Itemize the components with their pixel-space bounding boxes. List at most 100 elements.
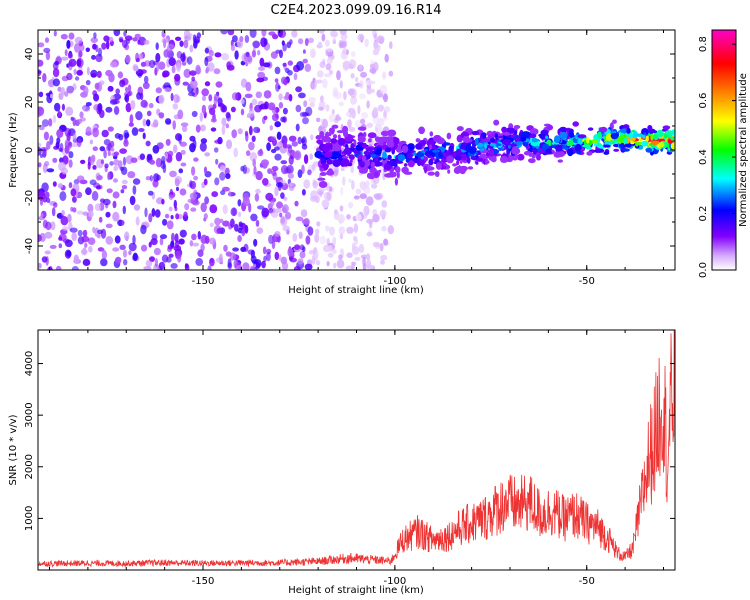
noise-mark bbox=[225, 123, 230, 129]
signal-mark bbox=[598, 148, 605, 153]
noise-mark bbox=[148, 213, 153, 223]
signal-mark bbox=[670, 137, 675, 141]
noise-mark bbox=[360, 118, 366, 125]
colorbar-label: Normalized spectral amplitude bbox=[738, 73, 749, 227]
noise-mark bbox=[324, 39, 330, 47]
noise-mark bbox=[58, 147, 63, 152]
noise-mark bbox=[372, 176, 380, 184]
noise-mark bbox=[123, 139, 129, 147]
signal-mark bbox=[490, 137, 495, 143]
signal-mark bbox=[484, 143, 487, 150]
noise-mark bbox=[64, 91, 69, 97]
noise-mark bbox=[91, 190, 99, 201]
noise-mark bbox=[123, 30, 127, 37]
noise-mark bbox=[195, 258, 203, 266]
noise-mark bbox=[114, 235, 121, 244]
noise-mark bbox=[287, 145, 293, 154]
noise-mark bbox=[250, 213, 258, 222]
noise-mark bbox=[350, 51, 356, 57]
noise-mark bbox=[89, 139, 93, 145]
noise-mark bbox=[180, 149, 186, 155]
noise-mark bbox=[192, 139, 197, 149]
noise-mark bbox=[112, 247, 120, 252]
spectrogram-marks bbox=[38, 30, 675, 270]
signal-mark bbox=[603, 151, 610, 155]
noise-mark bbox=[349, 88, 357, 99]
signal-mark bbox=[467, 166, 474, 170]
signal-mark bbox=[374, 149, 382, 155]
noise-mark bbox=[76, 210, 84, 215]
spectrogram-y-tick-label: -40 bbox=[24, 238, 35, 254]
noise-mark bbox=[188, 91, 196, 97]
noise-mark bbox=[300, 209, 308, 218]
noise-mark bbox=[256, 227, 264, 235]
noise-mark bbox=[72, 207, 77, 213]
signal-mark bbox=[501, 126, 507, 133]
signal-mark bbox=[428, 158, 434, 166]
spectrogram-x-axis-label: Height of straight line (km) bbox=[288, 285, 424, 296]
signal-mark bbox=[574, 143, 582, 152]
noise-mark bbox=[230, 106, 236, 113]
noise-mark bbox=[337, 214, 346, 224]
noise-mark bbox=[310, 134, 314, 141]
signal-mark bbox=[366, 172, 372, 179]
noise-mark bbox=[366, 231, 373, 237]
signal-mark bbox=[394, 177, 398, 186]
noise-mark bbox=[143, 75, 149, 84]
noise-mark bbox=[107, 150, 111, 157]
noise-mark bbox=[372, 107, 378, 115]
noise-mark bbox=[208, 49, 214, 57]
signal-mark bbox=[327, 168, 334, 176]
noise-mark bbox=[213, 68, 221, 75]
signal-mark bbox=[454, 154, 463, 161]
noise-mark bbox=[92, 226, 96, 234]
noise-mark bbox=[328, 69, 333, 75]
signal-mark bbox=[485, 158, 489, 165]
noise-mark bbox=[64, 145, 70, 154]
noise-mark bbox=[295, 123, 300, 132]
noise-mark bbox=[130, 157, 138, 163]
signal-mark bbox=[456, 159, 460, 166]
noise-mark bbox=[197, 230, 201, 240]
noise-mark bbox=[277, 30, 283, 38]
noise-mark bbox=[220, 30, 228, 35]
noise-mark bbox=[201, 88, 209, 97]
signal-mark bbox=[536, 154, 541, 161]
signal-mark bbox=[499, 155, 509, 163]
noise-mark bbox=[271, 170, 277, 176]
noise-mark bbox=[156, 174, 161, 181]
noise-mark bbox=[49, 244, 57, 249]
noise-mark bbox=[58, 236, 63, 241]
noise-mark bbox=[270, 210, 279, 218]
noise-mark bbox=[155, 157, 162, 168]
noise-mark bbox=[151, 233, 158, 241]
noise-mark bbox=[304, 38, 309, 46]
noise-mark bbox=[276, 182, 284, 188]
noise-mark bbox=[380, 254, 388, 261]
noise-mark bbox=[176, 62, 181, 72]
noise-mark bbox=[383, 238, 389, 246]
noise-mark bbox=[284, 211, 292, 220]
noise-mark bbox=[357, 105, 361, 115]
noise-mark bbox=[302, 49, 306, 54]
noise-mark bbox=[183, 68, 191, 78]
signal-mark bbox=[368, 138, 372, 143]
noise-mark bbox=[110, 147, 115, 152]
noise-mark bbox=[294, 244, 301, 251]
noise-mark bbox=[170, 92, 174, 102]
signal-mark bbox=[441, 158, 447, 163]
noise-mark bbox=[294, 200, 299, 207]
noise-mark bbox=[44, 160, 50, 167]
noise-mark bbox=[102, 198, 111, 206]
noise-mark bbox=[334, 209, 338, 215]
signal-mark bbox=[613, 148, 620, 152]
noise-mark bbox=[77, 229, 83, 237]
noise-mark bbox=[359, 181, 367, 191]
signal-mark bbox=[623, 137, 628, 145]
noise-mark bbox=[271, 165, 279, 172]
noise-mark bbox=[71, 266, 79, 270]
noise-mark bbox=[143, 266, 152, 270]
noise-mark bbox=[328, 186, 333, 192]
noise-mark bbox=[366, 100, 370, 109]
signal-mark bbox=[475, 161, 479, 165]
